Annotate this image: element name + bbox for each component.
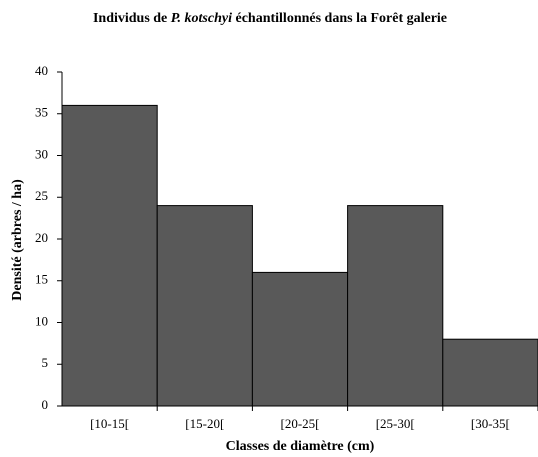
- x-tick-label: [30-35[: [471, 416, 510, 431]
- y-tick-label: 25: [35, 188, 48, 203]
- title-part: Individus de: [92, 11, 171, 26]
- bar: [251, 271, 349, 407]
- bar: [442, 338, 538, 407]
- y-tick-label: 35: [35, 105, 48, 120]
- x-axis-label: Classes de diamètre (cm): [226, 439, 375, 454]
- x-tick-label: [20-25[: [281, 416, 320, 431]
- bar: [347, 205, 444, 407]
- y-tick-label: 20: [35, 230, 48, 245]
- title-part: échantillonnés dans la Forêt galerie: [231, 11, 448, 26]
- y-tick-label: 30: [35, 146, 48, 161]
- y-tick-label: 5: [42, 355, 49, 370]
- y-tick-label: 40: [35, 63, 48, 78]
- x-tick-label: [10-15[: [90, 416, 129, 431]
- y-tick-label: 0: [42, 397, 49, 412]
- title-species: P. kotschyi: [170, 11, 232, 26]
- x-tick-label: [15-20[: [185, 416, 224, 431]
- bar: [156, 205, 253, 407]
- y-axis-label: Densité (arbres / ha): [10, 179, 25, 301]
- x-tick-label: [25-30[: [376, 416, 415, 431]
- y-tick-label: 15: [35, 272, 48, 287]
- bar: [61, 104, 158, 407]
- y-tick-label: 10: [35, 313, 48, 328]
- chart-title: Individus de P. kotschyi échantillonnés …: [70, 8, 470, 29]
